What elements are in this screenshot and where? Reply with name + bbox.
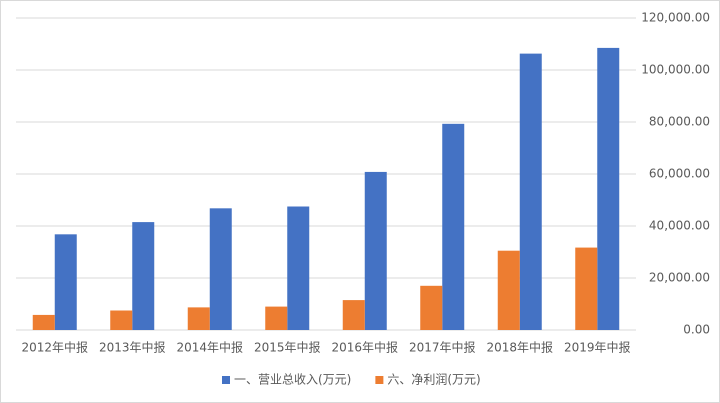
y-tick-label: 120,000.00	[641, 11, 710, 25]
legend-marker	[222, 376, 230, 384]
legend-label: 六、净利润(万元)	[387, 373, 480, 387]
bar	[110, 310, 133, 330]
y-tick-label: 0.00	[683, 323, 710, 337]
bar	[54, 234, 77, 330]
y-tick-label: 80,000.00	[649, 115, 710, 129]
x-tick-label: 2019年中报	[564, 340, 631, 355]
bar	[442, 123, 465, 330]
legend-label: 一、营业总收入(万元)	[234, 373, 351, 387]
bar	[597, 47, 620, 331]
bar	[364, 171, 387, 330]
bar	[575, 247, 598, 330]
bar	[32, 314, 55, 330]
x-tick-label: 2015年中报	[254, 340, 321, 355]
x-tick-label: 2016年中报	[331, 340, 398, 355]
bar	[420, 285, 443, 330]
y-tick-label: 60,000.00	[649, 167, 710, 181]
y-tick-label: 20,000.00	[649, 271, 710, 285]
bar	[187, 307, 210, 330]
bar	[519, 53, 542, 331]
x-tick-label: 2017年中报	[409, 340, 476, 355]
bar	[132, 222, 155, 330]
bar	[497, 250, 520, 330]
x-tick-label: 2013年中报	[99, 340, 166, 355]
bar	[265, 306, 288, 330]
y-tick-label: 100,000.00	[641, 63, 710, 77]
x-tick-label: 2014年中报	[176, 340, 243, 355]
legend-marker	[375, 376, 384, 384]
bar	[287, 206, 310, 330]
y-tick-label: 40,000.00	[649, 219, 710, 233]
bar	[342, 300, 365, 330]
bar	[209, 208, 232, 330]
x-tick-label: 2012年中报	[21, 340, 88, 355]
x-tick-label: 2018年中报	[486, 340, 553, 355]
